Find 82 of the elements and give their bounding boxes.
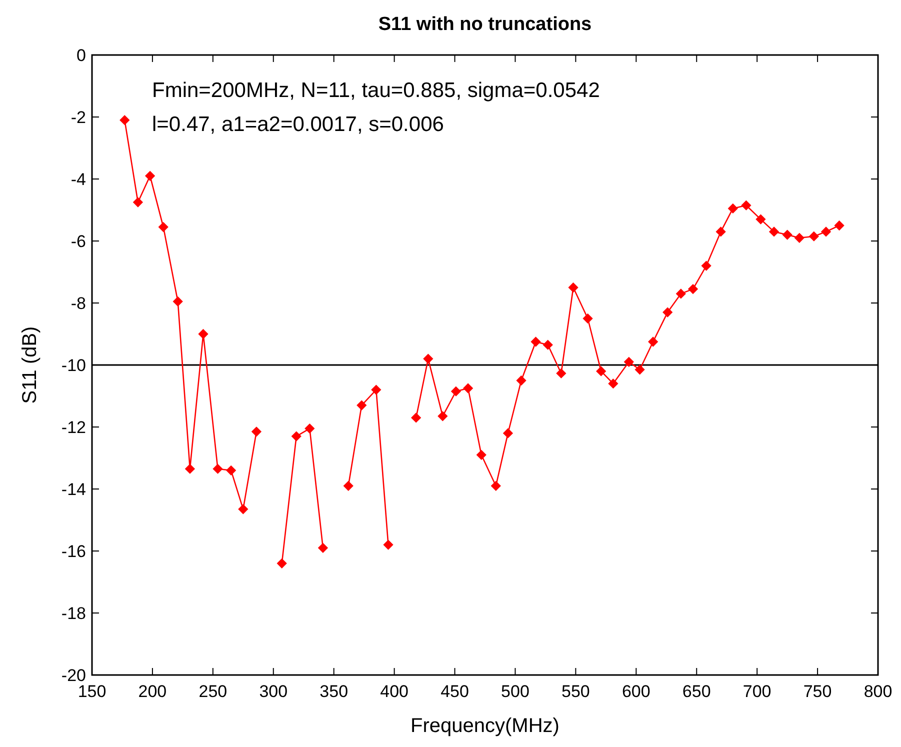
point	[556, 368, 566, 378]
point	[120, 115, 130, 125]
point	[423, 354, 434, 364]
point	[291, 431, 302, 442]
point	[624, 357, 634, 367]
point	[782, 230, 792, 240]
y-axis-title: S11 (dB)	[19, 326, 41, 404]
point	[343, 481, 354, 491]
y-tick-label: -12	[61, 418, 86, 437]
y-tick-label: 0	[76, 46, 86, 65]
point	[568, 282, 578, 292]
point	[648, 336, 658, 347]
point	[662, 307, 672, 318]
point	[596, 366, 606, 376]
point	[383, 540, 394, 550]
x-tick-label: 500	[501, 682, 530, 701]
point	[716, 226, 726, 237]
x-tick-label: 600	[622, 682, 650, 701]
point	[516, 376, 526, 386]
point	[503, 428, 513, 438]
annotation: Fmin=200MHz, N=11, tau=0.885, sigma=0.0542	[152, 79, 600, 102]
y-tick-label: -18	[61, 604, 86, 623]
point	[701, 260, 712, 271]
point	[741, 200, 752, 210]
point	[438, 411, 448, 422]
point	[252, 426, 262, 437]
point	[821, 226, 831, 237]
point	[145, 171, 155, 181]
point	[676, 288, 686, 299]
point	[728, 204, 738, 214]
point	[226, 466, 236, 476]
point	[608, 378, 618, 388]
point	[490, 481, 501, 491]
x-tick-label: 800	[864, 682, 892, 701]
x-tick-label: 150	[78, 682, 106, 701]
x-tick-label: 650	[682, 682, 711, 701]
y-tick-label: -20	[61, 666, 86, 685]
point	[809, 231, 819, 242]
point	[318, 543, 328, 553]
point	[582, 314, 593, 324]
point	[530, 336, 541, 347]
y-tick-label: -2	[70, 108, 86, 127]
x-tick-label: 200	[138, 682, 167, 701]
point	[756, 214, 766, 224]
point	[133, 197, 143, 208]
point	[356, 400, 367, 410]
point	[769, 226, 779, 237]
point	[476, 450, 486, 460]
point	[542, 340, 553, 350]
y-tick-label: -10	[61, 356, 86, 375]
point	[238, 504, 248, 514]
x-tick-label: 300	[259, 682, 288, 701]
y-tick-label: -16	[61, 542, 86, 561]
point	[411, 412, 421, 423]
point	[276, 558, 287, 568]
x-tick-label: 700	[742, 682, 772, 701]
point	[371, 384, 382, 395]
point	[198, 329, 208, 339]
x-tick-label: 250	[198, 682, 228, 701]
point	[688, 284, 698, 294]
y-tick-label: -6	[70, 232, 86, 251]
x-axis-title: Frequency(MHz)	[410, 715, 560, 737]
point	[451, 386, 461, 396]
x-tick-label: 400	[380, 682, 408, 701]
point	[212, 464, 223, 474]
point	[158, 222, 168, 232]
point	[463, 383, 473, 394]
point	[172, 296, 183, 306]
y-tick-label: -14	[61, 480, 86, 499]
point	[834, 220, 844, 230]
point	[185, 464, 195, 474]
point	[794, 233, 804, 243]
chart-title: S11 with no truncations	[378, 14, 592, 35]
y-tick-label: -4	[70, 170, 86, 189]
point	[634, 364, 645, 375]
x-tick-label: 550	[562, 682, 590, 701]
x-tick-label: 750	[803, 682, 832, 701]
x-tick-label: 450	[440, 682, 469, 701]
annotation: l=0.47, a1=a2=0.0017, s=0.006	[152, 113, 444, 136]
point	[304, 424, 315, 434]
x-tick-label: 350	[320, 682, 348, 701]
y-tick-label: -8	[70, 294, 86, 313]
